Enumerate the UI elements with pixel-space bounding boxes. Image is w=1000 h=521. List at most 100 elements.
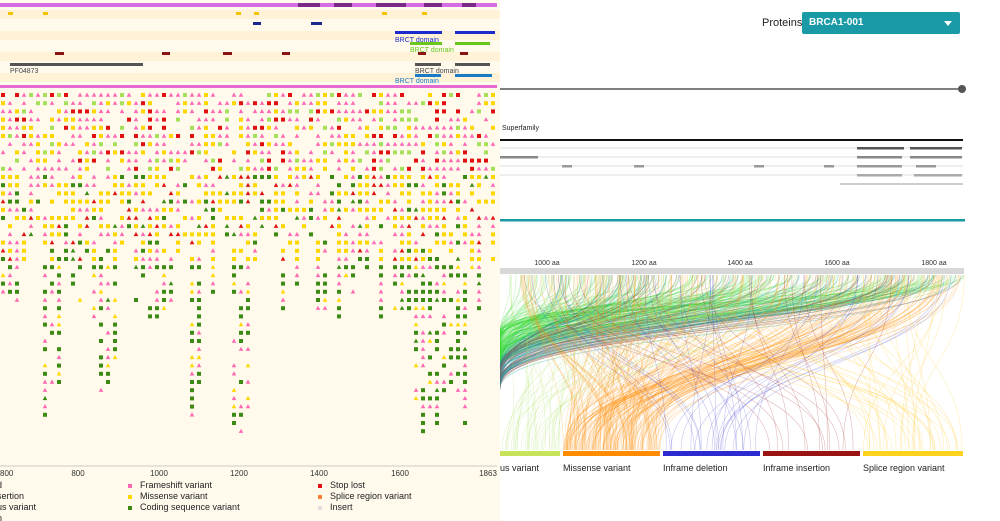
- variant-triangle-marker[interactable]: [203, 223, 209, 228]
- variant-square-marker[interactable]: [134, 207, 138, 212]
- variant-ribbon[interactable]: [500, 274, 904, 343]
- variant-ribbon[interactable]: [595, 274, 641, 451]
- variant-ribbon[interactable]: [566, 274, 869, 451]
- variant-triangle-marker[interactable]: [238, 428, 244, 433]
- variant-square-marker[interactable]: [106, 380, 110, 384]
- variant-ribbon[interactable]: [633, 274, 903, 451]
- variant-square-marker[interactable]: [246, 298, 250, 302]
- variant-triangle-marker[interactable]: [175, 92, 181, 97]
- variant-triangle-marker[interactable]: [322, 207, 328, 212]
- variant-ribbon[interactable]: [551, 274, 601, 451]
- variant-triangle-marker[interactable]: [91, 272, 97, 278]
- variant-ribbon[interactable]: [625, 274, 659, 451]
- variant-triangle-marker[interactable]: [210, 264, 216, 269]
- variant-ribbon[interactable]: [500, 274, 562, 364]
- variant-triangle-marker[interactable]: [455, 387, 461, 392]
- variant-ribbon[interactable]: [598, 274, 629, 451]
- variant-square-marker[interactable]: [92, 265, 96, 270]
- variant-ribbon[interactable]: [904, 274, 963, 451]
- variant-square-marker[interactable]: [309, 232, 313, 237]
- variant-ribbon[interactable]: [567, 274, 784, 451]
- variant-square-marker[interactable]: [71, 281, 75, 286]
- legend-item[interactable]: d: [0, 480, 2, 490]
- variant-triangle-marker[interactable]: [448, 125, 454, 130]
- variant-triangle-marker[interactable]: [434, 404, 440, 409]
- variant-square-marker[interactable]: [344, 265, 348, 270]
- variant-triangle-marker[interactable]: [105, 158, 111, 163]
- variant-square-marker[interactable]: [470, 125, 474, 130]
- variant-ribbon[interactable]: [500, 274, 934, 363]
- variant-ribbon[interactable]: [608, 274, 657, 451]
- variant-ribbon[interactable]: [862, 274, 921, 451]
- variant-square-marker[interactable]: [456, 207, 460, 212]
- variant-ribbon[interactable]: [500, 274, 887, 360]
- variant-ribbon[interactable]: [606, 274, 672, 451]
- variant-ribbon[interactable]: [623, 274, 632, 451]
- variant-triangle-marker[interactable]: [483, 215, 489, 220]
- variant-ribbon[interactable]: [500, 274, 921, 365]
- variant-square-marker[interactable]: [274, 191, 278, 196]
- variant-square-marker[interactable]: [372, 93, 376, 97]
- variant-square-marker[interactable]: [274, 166, 278, 171]
- variant-ribbon[interactable]: [603, 274, 891, 451]
- variant-square-marker[interactable]: [239, 191, 243, 196]
- variant-triangle-marker[interactable]: [252, 248, 258, 253]
- variant-square-marker[interactable]: [211, 240, 215, 245]
- variant-square-marker[interactable]: [358, 158, 362, 163]
- variant-ribbon[interactable]: [500, 274, 812, 356]
- variant-square-marker[interactable]: [8, 289, 12, 294]
- variant-triangle-marker[interactable]: [413, 215, 419, 220]
- variant-ribbon[interactable]: [500, 274, 572, 340]
- variant-ribbon[interactable]: [586, 274, 828, 451]
- feature-mark[interactable]: [8, 12, 13, 15]
- variant-square-marker[interactable]: [456, 224, 460, 229]
- variant-square-marker[interactable]: [148, 142, 152, 147]
- variant-ribbon[interactable]: [500, 274, 633, 331]
- variant-triangle-marker[interactable]: [364, 166, 370, 171]
- variant-ribbon[interactable]: [659, 274, 843, 451]
- variant-square-marker[interactable]: [463, 232, 467, 237]
- variant-triangle-marker[interactable]: [371, 141, 377, 146]
- variant-ribbon[interactable]: [641, 274, 714, 451]
- variant-square-marker[interactable]: [190, 339, 194, 343]
- variant-ribbon[interactable]: [500, 274, 889, 381]
- variant-triangle-marker[interactable]: [224, 141, 230, 146]
- variant-square-marker[interactable]: [183, 232, 187, 237]
- variant-triangle-marker[interactable]: [0, 199, 6, 204]
- variant-ribbon[interactable]: [631, 274, 672, 451]
- variant-triangle-marker[interactable]: [245, 190, 251, 196]
- variant-square-marker[interactable]: [302, 207, 306, 212]
- variant-triangle-marker[interactable]: [287, 158, 293, 163]
- variant-square-marker[interactable]: [225, 232, 229, 237]
- variant-ribbon[interactable]: [540, 274, 723, 451]
- variant-square-marker[interactable]: [113, 281, 117, 286]
- variant-square-marker[interactable]: [267, 142, 271, 147]
- variant-triangle-marker[interactable]: [189, 100, 195, 105]
- feature-mark[interactable]: [223, 52, 232, 55]
- variant-ribbon[interactable]: [558, 274, 770, 451]
- variant-square-marker[interactable]: [463, 314, 467, 319]
- variant-square-marker[interactable]: [435, 265, 439, 270]
- variant-square-marker[interactable]: [78, 175, 82, 179]
- variant-ribbon[interactable]: [500, 274, 761, 343]
- variant-triangle-marker[interactable]: [294, 182, 300, 187]
- variant-ribbon[interactable]: [592, 274, 949, 451]
- variant-ribbon[interactable]: [510, 274, 536, 451]
- variant-triangle-marker[interactable]: [175, 100, 181, 105]
- variant-ribbon[interactable]: [500, 274, 537, 332]
- variant-triangle-marker[interactable]: [7, 281, 13, 286]
- variant-square-marker[interactable]: [127, 117, 131, 122]
- variant-square-marker[interactable]: [449, 265, 453, 270]
- variant-square-marker[interactable]: [414, 248, 418, 253]
- variant-triangle-marker[interactable]: [161, 182, 167, 187]
- variant-ribbon[interactable]: [500, 274, 935, 386]
- variant-square-marker[interactable]: [323, 125, 327, 130]
- variant-triangle-marker[interactable]: [189, 240, 195, 245]
- variant-square-marker[interactable]: [92, 150, 96, 155]
- variant-triangle-marker[interactable]: [413, 363, 419, 368]
- variant-ribbon[interactable]: [556, 274, 636, 451]
- variant-triangle-marker[interactable]: [343, 231, 349, 237]
- category-bar[interactable]: [863, 451, 963, 456]
- variant-ribbon[interactable]: [500, 274, 571, 333]
- variant-square-marker[interactable]: [92, 125, 96, 130]
